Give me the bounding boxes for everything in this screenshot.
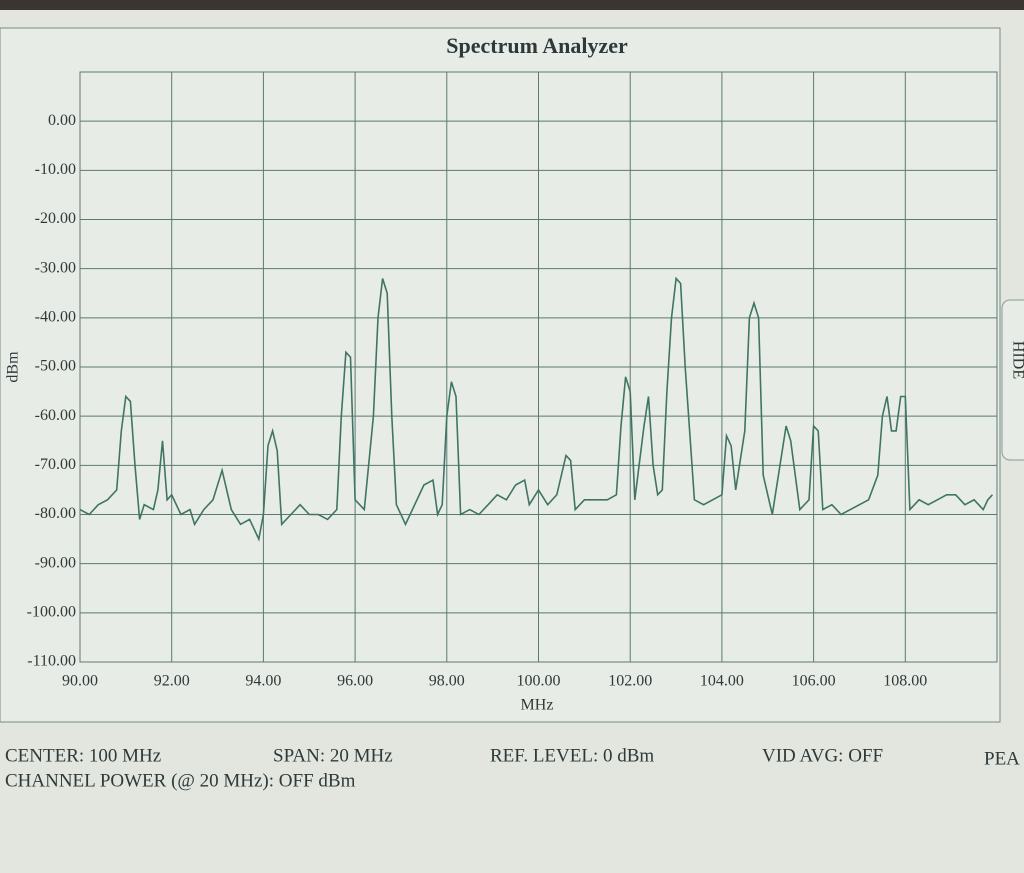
x-tick-label: 98.00 [429, 673, 465, 690]
x-axis-label: MHz [521, 697, 554, 714]
x-tick-label: 96.00 [337, 673, 373, 690]
status-text: PEA [984, 748, 1020, 769]
x-tick-label: 92.00 [154, 673, 190, 690]
y-axis-label: dBm [5, 351, 22, 383]
hide-tab[interactable] [1001, 299, 1024, 461]
bezel [0, 0, 1024, 10]
status-text: SPAN: 20 MHz [273, 745, 393, 766]
status-text: CHANNEL POWER (@ 20 MHz): OFF dBm [5, 770, 356, 791]
y-tick-label: 0.00 [48, 112, 76, 129]
status-text: CENTER: 100 MHz [5, 745, 161, 766]
y-tick-label: -50.00 [35, 358, 76, 375]
y-tick-label: -20.00 [35, 210, 76, 227]
chart-title: Spectrum Analyzer [446, 33, 628, 58]
y-tick-label: -110.00 [27, 653, 76, 670]
x-tick-label: 94.00 [245, 673, 281, 690]
x-tick-label: 102.00 [608, 673, 652, 690]
x-tick-label: 100.00 [517, 673, 561, 690]
x-tick-label: 108.00 [883, 673, 927, 690]
x-tick-label: 90.00 [62, 673, 98, 690]
chart-frame [0, 27, 1001, 723]
status-text: REF. LEVEL: 0 dBm [490, 745, 654, 766]
y-tick-label: -30.00 [35, 259, 76, 276]
y-tick-label: -40.00 [35, 309, 76, 326]
y-tick-label: -100.00 [27, 604, 76, 621]
y-tick-label: -70.00 [35, 456, 76, 473]
y-tick-label: -10.00 [35, 161, 76, 178]
y-tick-label: -90.00 [35, 554, 76, 571]
x-tick-label: 104.00 [700, 673, 744, 690]
hide-tab-label[interactable]: HIDE [1009, 341, 1024, 379]
status-text: VID AVG: OFF [762, 745, 883, 766]
x-tick-label: 106.00 [792, 673, 836, 690]
y-tick-label: -80.00 [35, 505, 76, 522]
y-tick-label: -60.00 [35, 407, 76, 424]
trace [79, 276, 993, 542]
